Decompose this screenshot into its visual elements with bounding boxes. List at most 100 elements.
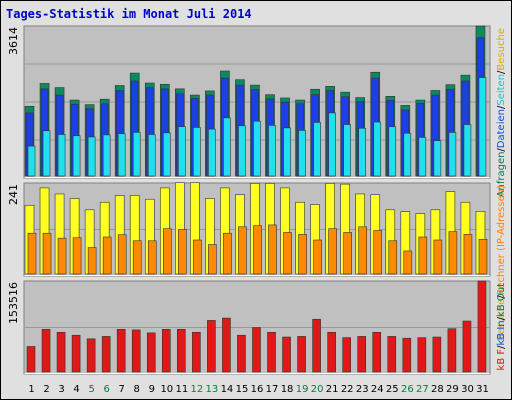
x-tick-label-day-19: 19 — [296, 384, 309, 395]
bar-kb-f-day-28 — [432, 336, 442, 373]
bar-rechner-ip-adressen-day-26 — [403, 250, 413, 275]
bar-kb-f-day-27 — [417, 337, 427, 373]
bar-rechner-ip-adressen-day-11 — [178, 229, 187, 275]
bar-seiten-day-19 — [298, 130, 306, 177]
chart-title: Tages-Statistik im Monat Juli 2014 — [6, 7, 252, 21]
bar-seiten-day-8 — [132, 132, 141, 177]
x-tick-label-day-20: 20 — [311, 384, 324, 395]
bar-seiten-day-16 — [253, 120, 261, 177]
bar-rechner-ip-adressen-day-15 — [238, 226, 247, 275]
bar-seiten-day-12 — [193, 127, 201, 177]
bar-kb-f-day-8 — [131, 329, 141, 373]
x-tick-label-day-9: 9 — [149, 384, 155, 395]
bar-seiten-day-4 — [72, 135, 81, 177]
bar-kb-f-day-14 — [222, 317, 231, 373]
legend-label: kB Out — [496, 283, 507, 317]
bar-kb-f-day-2 — [41, 329, 51, 373]
x-tick-label-day-29: 29 — [446, 384, 459, 395]
bar-seiten-day-25 — [388, 126, 397, 177]
legend-label: Besuche — [496, 299, 507, 342]
bar-seiten-day-2 — [42, 130, 51, 177]
bar-kb-f-day-4 — [71, 334, 81, 373]
bar-kb-f-day-19 — [297, 336, 306, 373]
x-tick-label-day-14: 14 — [221, 384, 234, 395]
bar-kb-f-day-3 — [56, 331, 66, 373]
bar-rechner-ip-adressen-day-25 — [388, 240, 398, 275]
x-tick-label-day-15: 15 — [236, 384, 249, 395]
legend-label: / — [496, 345, 507, 349]
bar-seiten-day-22 — [343, 124, 351, 177]
bar-kb-f-day-29 — [447, 328, 457, 373]
bar-kb-f-day-5 — [86, 338, 96, 373]
bar-rechner-ip-adressen-day-5 — [87, 247, 97, 275]
bar-seiten-day-10 — [162, 132, 171, 177]
bar-seiten-day-17 — [268, 125, 276, 177]
bar-rechner-ip-adressen-day-9 — [147, 240, 157, 275]
bar-rechner-ip-adressen-day-16 — [253, 225, 262, 275]
x-tick-label-day-30: 30 — [461, 384, 474, 395]
x-tick-label-day-13: 13 — [206, 384, 219, 395]
bar-rechner-ip-adressen-day-31 — [478, 238, 488, 275]
bar-seiten-day-27 — [418, 137, 427, 177]
legend-label: Rechner (IP-Adressen) — [496, 185, 507, 295]
bar-seiten-day-31 — [478, 77, 487, 177]
x-tick-label-day-2: 2 — [43, 384, 49, 395]
x-tick-label-day-22: 22 — [341, 384, 354, 395]
legend-label: Anfragen — [496, 152, 507, 198]
bar-seiten-day-9 — [147, 134, 156, 177]
bar-rechner-ip-adressen-day-10 — [162, 228, 172, 275]
x-tick-label-day-16: 16 — [251, 384, 264, 395]
bar-kb-f-day-10 — [161, 329, 171, 373]
x-tick-label-day-26: 26 — [401, 384, 414, 395]
bar-seiten-day-18 — [283, 127, 291, 177]
bar-kb-f-day-30 — [462, 320, 472, 373]
x-tick-label-day-18: 18 — [281, 384, 294, 395]
bar-rechner-ip-adressen-day-28 — [433, 239, 443, 275]
bar-kb-f-day-13 — [207, 320, 216, 373]
bar-kb-f-day-12 — [192, 331, 201, 373]
bar-rechner-ip-adressen-day-8 — [132, 240, 142, 275]
bar-seiten-day-3 — [57, 134, 66, 177]
bar-kb-f-day-31 — [477, 280, 487, 373]
bar-kb-f-day-15 — [237, 334, 246, 373]
bar-seiten-day-6 — [102, 134, 111, 177]
bar-rechner-ip-adressen-day-1 — [27, 232, 37, 275]
bar-kb-f-day-21 — [327, 331, 336, 373]
legend-label: / — [496, 295, 507, 299]
legend-label: Besuche — [496, 28, 507, 71]
legend-label: Seiten — [496, 74, 507, 106]
x-tick-label-day-21: 21 — [326, 384, 339, 395]
bar-rechner-ip-adressen-day-6 — [102, 236, 112, 275]
bar-seiten-day-29 — [448, 132, 457, 177]
x-tick-label-day-28: 28 — [431, 384, 444, 395]
bar-seiten-day-5 — [87, 136, 96, 177]
legend-label: / — [496, 105, 507, 109]
x-tick-label-day-12: 12 — [191, 384, 204, 395]
bar-rechner-ip-adressen-day-4 — [72, 237, 82, 275]
bar-seiten-day-11 — [178, 126, 186, 177]
bar-kb-f-day-1 — [26, 346, 36, 373]
bar-seiten-day-26 — [403, 132, 412, 177]
legend-label: kB In — [496, 320, 507, 345]
bar-kb-f-day-6 — [101, 336, 111, 373]
bar-seiten-day-15 — [238, 125, 246, 177]
legend-label: / — [496, 70, 507, 74]
x-tick-label-day-10: 10 — [160, 384, 173, 395]
x-tick-label-day-11: 11 — [175, 384, 188, 395]
x-tick-label-day-27: 27 — [416, 384, 429, 395]
bar-rechner-ip-adressen-day-19 — [298, 234, 307, 275]
bar-kb-f-day-23 — [357, 336, 367, 373]
bar-seiten-day-24 — [373, 121, 382, 177]
bar-seiten-day-14 — [223, 117, 231, 177]
bar-rechner-ip-adressen-day-30 — [463, 234, 473, 275]
bar-rechner-ip-adressen-day-13 — [208, 244, 217, 275]
x-tick-label-day-3: 3 — [58, 384, 64, 395]
bar-rechner-ip-adressen-day-17 — [268, 224, 277, 275]
legend-label: Dateien — [496, 109, 507, 148]
bar-kb-f-day-9 — [146, 332, 156, 373]
bar-seiten-day-13 — [208, 128, 216, 177]
bar-seiten-day-21 — [328, 112, 336, 177]
bar-kb-f-day-24 — [372, 331, 382, 373]
bar-kb-f-day-7 — [116, 329, 126, 373]
